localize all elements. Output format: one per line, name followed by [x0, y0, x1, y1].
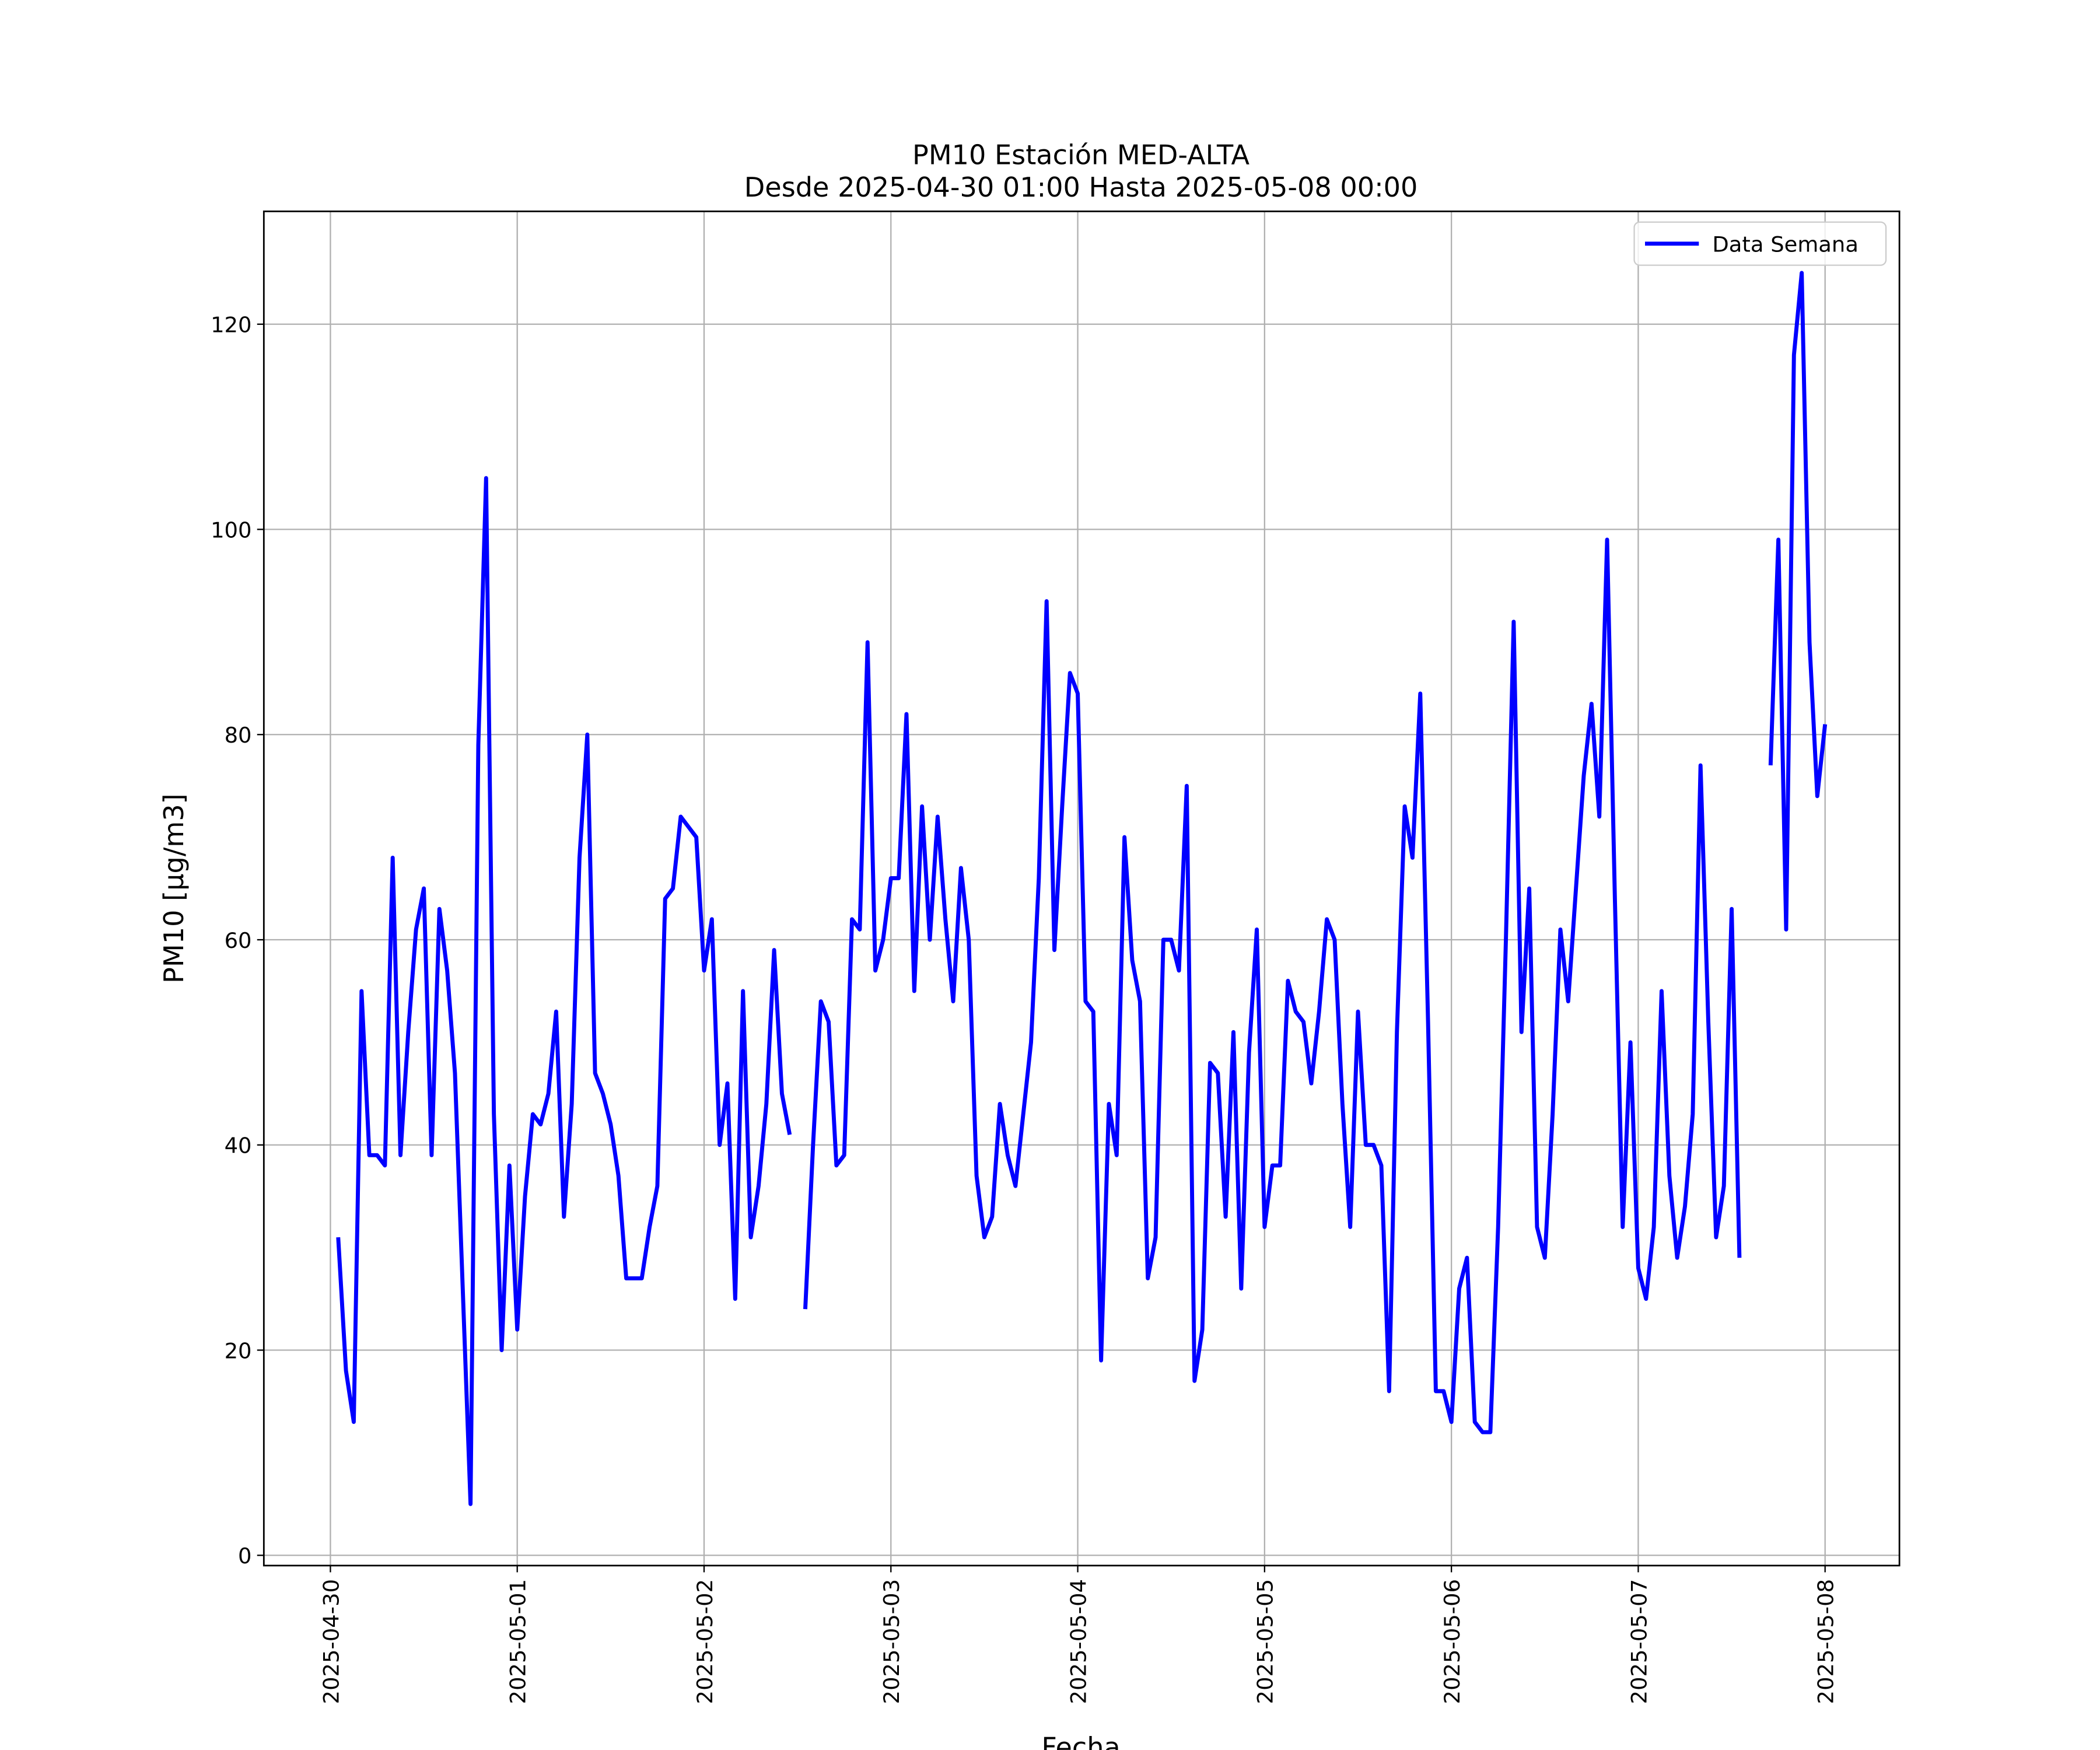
x-tick-label: 2025-05-06	[1440, 1579, 1465, 1704]
y-tick-label: 0	[238, 1544, 251, 1569]
chart-subtitle: Desde 2025-04-30 01:00 Hasta 2025-05-08 …	[744, 172, 1418, 203]
x-tick-label: 2025-05-03	[879, 1579, 904, 1704]
plot-area	[336, 271, 1828, 1506]
legend-box	[1633, 221, 1887, 266]
x-tick-label: 2025-05-05	[1253, 1579, 1278, 1704]
data-line	[336, 271, 1828, 1506]
y-tick-label: 20	[225, 1338, 252, 1363]
chart-title: PM10 Estación MED-ALTA	[912, 139, 1250, 171]
x-tick-label: 2025-05-04	[1066, 1579, 1091, 1704]
y-axis-label: PM10 [μg/m3]	[158, 793, 190, 984]
axes-frame	[262, 210, 1901, 1567]
x-tick-label: 2025-05-08	[1814, 1579, 1839, 1704]
y-tick-label: 120	[211, 313, 251, 338]
y-tick-label: 100	[211, 517, 251, 542]
y-tick-label: 80	[225, 723, 252, 748]
x-tick-label: 2025-04-30	[318, 1579, 344, 1704]
legend: Data Semana	[1633, 221, 1887, 266]
ticks: 0 20 40 60 80 100 120 2025-04-30 2025-05-01 2025-…	[211, 313, 1838, 1704]
y-tick-label: 60	[225, 928, 252, 953]
x-tick-label: 2025-05-07	[1626, 1579, 1651, 1704]
x-tick-label: 2025-05-02	[692, 1579, 718, 1704]
y-tick-label: 40	[225, 1133, 252, 1158]
legend-label: Data Semana	[1712, 232, 1859, 257]
x-axis-label: Fecha	[1041, 1732, 1120, 1750]
x-tick-label: 2025-05-01	[506, 1579, 531, 1704]
